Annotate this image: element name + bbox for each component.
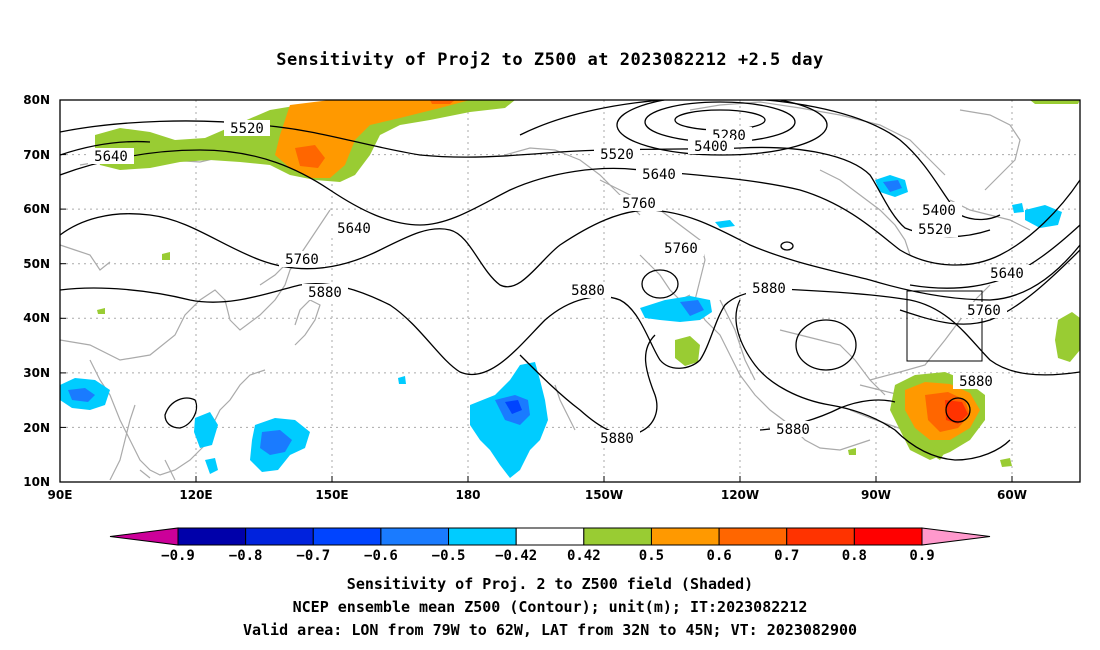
colorbar-label: −0.7	[296, 548, 330, 564]
contour-label-5640-c: 5640	[331, 220, 377, 237]
colorbar-cell	[515, 527, 585, 546]
map-title: Sensitivity of Proj2 to Z500 at 20230822…	[276, 50, 824, 70]
contour-label-5520-a: 5520	[224, 120, 270, 137]
svg-text:5400: 5400	[922, 203, 956, 219]
contour-label-5760-c: 5760	[658, 240, 704, 257]
colorbar-label: 0.42	[567, 548, 601, 564]
colorbar-label: −0.5	[432, 548, 466, 564]
lon-label: 60W	[997, 488, 1027, 502]
colorbar-cell	[245, 527, 314, 546]
lon-label: 120E	[179, 488, 212, 502]
contour-labels: 5520 5640 5280 5400 5520 5640 5760 5640 …	[88, 120, 1030, 447]
contour-label-5880-c: 5880	[746, 280, 792, 297]
shade-pacific-green	[675, 336, 700, 366]
contour-label-5400-b: 5400	[916, 202, 962, 219]
contour-label-5880-e: 5880	[594, 430, 640, 447]
colorbar-label: −0.8	[229, 548, 263, 564]
contour-label-5880-a: 5880	[302, 284, 348, 301]
colorbar-cell	[853, 527, 923, 546]
lat-label: 60N	[23, 202, 50, 216]
colorbar-cell	[650, 527, 720, 546]
colorbar-cell	[448, 527, 517, 546]
svg-text:5640: 5640	[642, 167, 676, 183]
caption-line-1: Sensitivity of Proj. 2 to Z500 field (Sh…	[346, 575, 754, 593]
svg-text:5880: 5880	[571, 283, 605, 299]
lon-label: 150E	[315, 488, 348, 502]
valid-area-box	[906, 290, 983, 362]
colorbar-cell	[921, 527, 991, 546]
contour-label-5400-a: 5400	[688, 138, 734, 155]
contour-label-5880-d: 5880	[953, 373, 999, 390]
z500-contours	[60, 100, 1080, 461]
contour-label-5640-b: 5640	[636, 166, 682, 183]
svg-text:5880: 5880	[776, 422, 810, 438]
shade-right-green	[1055, 312, 1080, 362]
caption-line-2: NCEP ensemble mean Z500 (Contour); unit(…	[292, 598, 808, 616]
lat-label: 30N	[23, 366, 50, 380]
plot-frame	[59, 99, 1081, 483]
contour-label-5520-b: 5520	[594, 146, 640, 163]
longitude-labels: 90E 120E 150E 180 150W 120W 90W 60W	[48, 488, 1027, 502]
svg-text:5640: 5640	[337, 221, 371, 237]
tick-marks	[59, 99, 1013, 483]
colorbar-cell	[786, 527, 855, 546]
svg-text:5880: 5880	[752, 281, 786, 297]
colorbar-label: −0.42	[495, 548, 537, 564]
colorbar-label: 0.9	[909, 548, 934, 564]
shade-positive-red	[945, 400, 968, 424]
lat-label: 80N	[23, 93, 50, 107]
svg-text:5520: 5520	[918, 222, 952, 238]
caption-line-3: Valid area: LON from 79W to 62W, LAT fro…	[242, 621, 858, 639]
latitude-labels: 80N 70N 60N 50N 40N 30N 20N 10N	[23, 93, 50, 489]
colorbar-cell	[177, 527, 247, 546]
colorbar-label: 0.6	[706, 548, 731, 564]
svg-text:5640: 5640	[990, 266, 1024, 282]
lon-label: 150W	[585, 488, 623, 502]
colorbar-label: −0.9	[161, 548, 195, 564]
lat-label: 70N	[23, 148, 50, 162]
svg-text:5760: 5760	[622, 196, 656, 212]
grid-lines	[60, 100, 1080, 482]
svg-text:5880: 5880	[600, 431, 634, 447]
lat-label: 10N	[23, 475, 50, 489]
lon-label: 180	[455, 488, 480, 502]
colorbar-label: 0.5	[639, 548, 664, 564]
contour-label-5640-a: 5640	[88, 148, 134, 165]
contour-label-5880-f: 5880	[770, 421, 816, 438]
svg-text:5760: 5760	[285, 252, 319, 268]
svg-text:5880: 5880	[308, 285, 342, 301]
colorbar-cell	[718, 527, 788, 546]
contour-label-5640-d: 5640	[984, 265, 1030, 282]
colorbar-cell	[583, 527, 652, 546]
contour-label-5760-d: 5760	[961, 302, 1007, 319]
svg-text:5520: 5520	[600, 147, 634, 163]
lon-label: 90W	[861, 488, 891, 502]
svg-text:5640: 5640	[94, 149, 128, 165]
contour-label-5880-b: 5880	[565, 282, 611, 299]
colorbar: −0.9 −0.8 −0.7 −0.6 −0.5 −0.42 0.42 0.5 0.6 0.7 0.…	[109, 527, 991, 564]
lon-label: 120W	[721, 488, 759, 502]
lon-label: 90E	[48, 488, 73, 502]
colorbar-cell	[109, 527, 179, 546]
contour-label-5760-b: 5760	[279, 251, 325, 268]
lat-label: 50N	[23, 257, 50, 271]
colorbar-label: −0.6	[364, 548, 398, 564]
colorbar-label: 0.8	[842, 548, 867, 564]
svg-text:5400: 5400	[694, 139, 728, 155]
svg-text:5880: 5880	[959, 374, 993, 390]
svg-text:5760: 5760	[967, 303, 1001, 319]
colorbar-cell	[312, 527, 382, 546]
svg-text:5520: 5520	[230, 121, 264, 137]
colorbar-cell	[380, 527, 450, 546]
contour-label-5520-c: 5520	[912, 221, 958, 238]
lat-label: 40N	[23, 311, 50, 325]
contour-label-5760-a: 5760	[616, 195, 662, 212]
lat-label: 20N	[23, 421, 50, 435]
svg-text:5760: 5760	[664, 241, 698, 257]
colorbar-label: 0.7	[774, 548, 799, 564]
